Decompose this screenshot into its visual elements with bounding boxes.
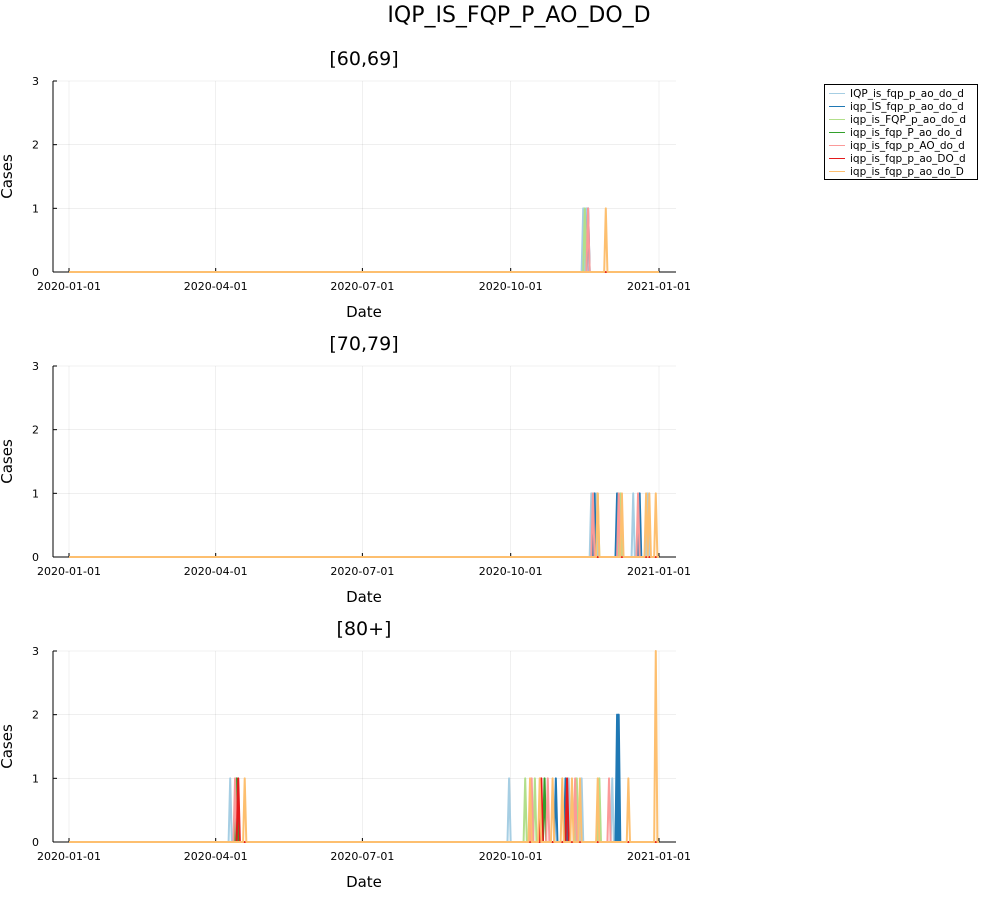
series-line-6 xyxy=(69,777,659,843)
panel-title: [60,69] xyxy=(329,48,398,70)
series-line-3 xyxy=(69,207,659,273)
series-line-5 xyxy=(69,492,659,558)
legend-swatch xyxy=(829,119,845,120)
series-line-1 xyxy=(69,777,659,843)
legend-label: iqp_is_fqp_p_ao_do_D xyxy=(850,165,964,178)
x-tick-label: 2020-10-01 xyxy=(479,280,543,293)
series-line-3 xyxy=(69,492,659,558)
legend-item: iqp_is_fqp_p_AO_do_d xyxy=(825,139,977,152)
y-tick-label: 0 xyxy=(32,551,39,564)
panel-1: [60,69] 0 1 2 3 2020-01-01 2020-04-01 2020-07-0… xyxy=(0,48,691,321)
figure-title: IQP_IS_FQP_P_AO_DO_D xyxy=(387,3,650,28)
x-tick-label: 2021-01-01 xyxy=(627,565,691,578)
legend-swatch xyxy=(829,132,845,133)
legend-label: iqp_IS_fqp_p_ao_do_d xyxy=(850,100,964,113)
x-tick-label: 2021-01-01 xyxy=(627,850,691,863)
legend-label: iqp_is_fqp_P_ao_do_d xyxy=(850,126,963,139)
series-line-5 xyxy=(69,207,659,273)
x-tick-label: 2020-07-01 xyxy=(330,565,394,578)
legend-item: iqp_is_fqp_p_ao_DO_d xyxy=(825,152,977,165)
legend-swatch xyxy=(829,171,845,172)
series-line-7 xyxy=(69,492,659,558)
x-tick-label: 2020-01-01 xyxy=(37,280,101,293)
legend-swatch xyxy=(829,158,845,159)
y-tick-label: 3 xyxy=(32,360,39,373)
series-line-5 xyxy=(69,777,659,843)
panel-3: [80+] 0 1 2 3 2020-01-01 2020-04-01 2020-07-01 2… xyxy=(0,618,691,891)
x-tick-label: 2021-01-01 xyxy=(627,280,691,293)
x-tick-label: 2020-04-01 xyxy=(184,850,248,863)
series-line-2 xyxy=(69,492,659,558)
panel-2: [70,79] 0 1 2 3 2020-01-01 2020-04-01 2020-07-0… xyxy=(0,333,691,606)
legend-swatch xyxy=(829,93,845,94)
y-axis-label: Cases xyxy=(0,439,16,484)
y-tick-label: 1 xyxy=(32,487,39,500)
x-tick-label: 2020-10-01 xyxy=(479,565,543,578)
legend: IQP_is_fqp_p_ao_do_d iqp_IS_fqp_p_ao_do_d… xyxy=(824,84,978,180)
y-tick-label: 3 xyxy=(32,75,39,88)
panel-title: [80+] xyxy=(337,618,392,640)
x-axis-label: Date xyxy=(346,873,382,891)
legend-label: iqp_is_fqp_p_ao_DO_d xyxy=(850,152,966,165)
series-line-7 xyxy=(69,207,659,273)
series-line-7 xyxy=(69,650,659,843)
y-tick-label: 2 xyxy=(32,709,39,722)
y-tick-label: 1 xyxy=(32,772,39,785)
y-tick-label: 2 xyxy=(32,139,39,152)
y-tick-label: 1 xyxy=(32,202,39,215)
series-line-1 xyxy=(69,492,659,558)
legend-item: iqp_IS_fqp_p_ao_do_d xyxy=(825,100,977,113)
legend-item: iqp_is_fqp_p_ao_do_D xyxy=(825,165,977,178)
panel-title: [70,79] xyxy=(329,333,398,355)
x-tick-label: 2020-07-01 xyxy=(330,280,394,293)
x-tick-label: 2020-04-01 xyxy=(184,280,248,293)
series-line-2 xyxy=(69,207,659,273)
x-axis-label: Date xyxy=(346,588,382,606)
x-tick-label: 2020-10-01 xyxy=(479,850,543,863)
legend-label: IQP_is_fqp_p_ao_do_d xyxy=(850,87,964,100)
legend-swatch xyxy=(829,145,845,146)
y-axis-label: Cases xyxy=(0,154,16,199)
legend-item: IQP_is_fqp_p_ao_do_d xyxy=(825,87,977,100)
x-tick-label: 2020-01-01 xyxy=(37,850,101,863)
y-axis-label: Cases xyxy=(0,724,16,769)
y-tick-label: 0 xyxy=(32,836,39,849)
y-tick-label: 2 xyxy=(32,424,39,437)
x-axis-label: Date xyxy=(346,303,382,321)
x-tick-label: 2020-07-01 xyxy=(330,850,394,863)
x-tick-label: 2020-04-01 xyxy=(184,565,248,578)
series-line-1 xyxy=(69,207,659,273)
y-tick-label: 3 xyxy=(32,645,39,658)
legend-swatch xyxy=(829,106,845,107)
legend-label: iqp_is_fqp_p_AO_do_d xyxy=(850,139,965,152)
legend-item: iqp_is_FQP_p_ao_do_d xyxy=(825,113,977,126)
legend-item: iqp_is_fqp_P_ao_do_d xyxy=(825,126,977,139)
y-tick-label: 0 xyxy=(32,266,39,279)
legend-label: iqp_is_FQP_p_ao_do_d xyxy=(850,113,967,126)
x-tick-label: 2020-01-01 xyxy=(37,565,101,578)
